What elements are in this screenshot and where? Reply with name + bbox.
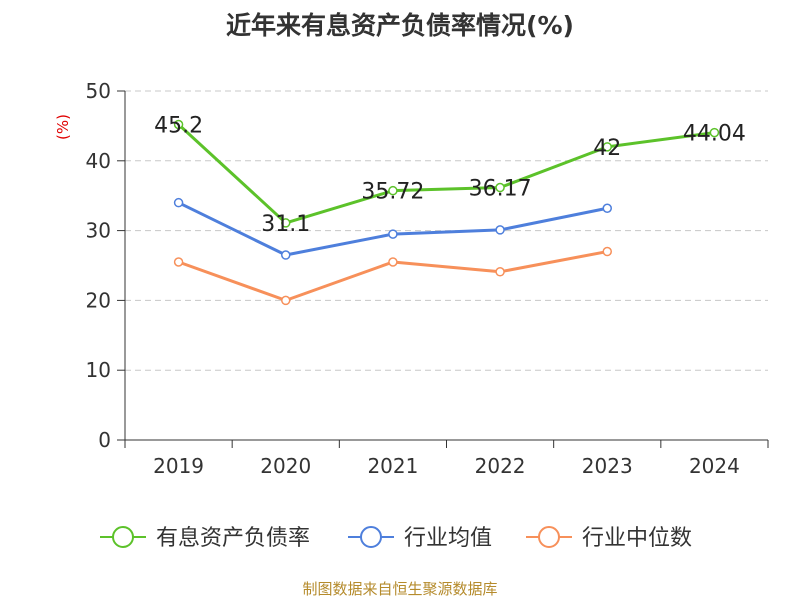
data-point [281, 295, 291, 306]
data-point [388, 257, 398, 267]
legend-marker [538, 526, 560, 548]
data-point [388, 229, 398, 239]
data-point [281, 218, 291, 228]
y-tick-label: 20 [86, 288, 111, 312]
y-tick-label: 10 [86, 358, 111, 382]
data-label: 44.04 [683, 122, 746, 147]
data-point [281, 250, 291, 260]
y-tick-label: 0 [98, 428, 111, 452]
x-tick-label: 2019 [153, 454, 204, 478]
x-tick-label: 2024 [689, 454, 740, 478]
legend-marker [112, 526, 134, 548]
data-label: 35.72 [361, 180, 424, 205]
data-point [173, 257, 184, 267]
data-label: 45.2 [154, 114, 203, 139]
x-tick-label: 2023 [582, 454, 633, 478]
chart-title: 近年来有息资产负债率情况(%) [226, 11, 574, 40]
data-point [602, 142, 612, 152]
data-point [495, 267, 505, 277]
data-label: 31.1 [261, 212, 310, 237]
data-point [709, 127, 720, 138]
data-point [388, 185, 398, 196]
data-label: 36.17 [469, 177, 532, 202]
data-point [495, 225, 505, 235]
data-label: 42 [593, 136, 621, 161]
source-note: 制图数据来自恒生聚源数据库 [302, 580, 498, 598]
x-tick-label: 2022 [475, 454, 526, 478]
y-tick-label: 50 [86, 79, 111, 103]
y-axis-label: (%) [54, 114, 72, 140]
data-point [602, 246, 612, 257]
data-point [173, 119, 184, 130]
legend-entry: 行业均值 [404, 526, 492, 551]
series-line [177, 201, 608, 257]
y-tick-label: 30 [86, 219, 111, 243]
legend-entry: 行业中位数 [582, 526, 692, 551]
legend-marker [360, 526, 382, 548]
legend-entry: 有息资产负债率 [156, 526, 310, 551]
x-tick-label: 2021 [367, 454, 418, 478]
data-point [602, 203, 612, 214]
data-point [495, 182, 505, 193]
y-tick-label: 40 [86, 149, 111, 173]
series-line [177, 123, 715, 225]
x-tick-label: 2020 [260, 454, 311, 478]
data-point [173, 197, 184, 208]
